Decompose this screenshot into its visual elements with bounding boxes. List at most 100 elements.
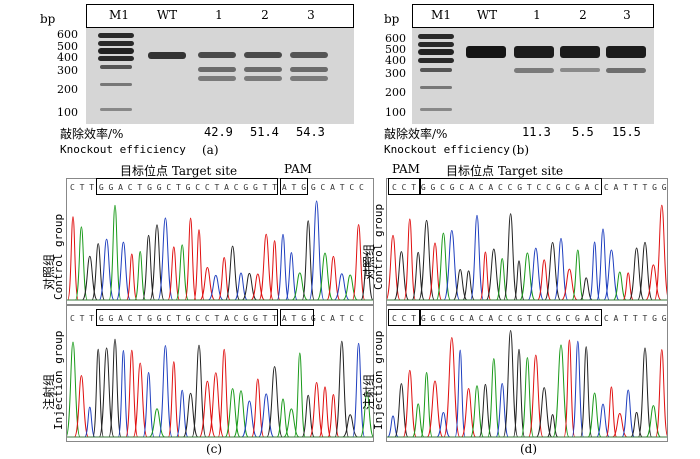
chromatogram-peak — [487, 358, 501, 438]
chromatogram-peak — [461, 387, 477, 438]
bp-label-a: bp — [40, 12, 56, 26]
injection-group-en-c: Injection group — [52, 330, 65, 430]
control-group-en-c: Control group — [52, 213, 65, 300]
chromatogram-peak — [308, 200, 325, 301]
chromatogram-peak — [596, 228, 610, 301]
chromatogram-peak — [512, 348, 526, 438]
chromatogram-peak — [387, 234, 401, 301]
chromatogram-peak — [403, 218, 417, 301]
lane-header-a: M1 WT 1 2 3 — [86, 4, 354, 28]
chromatogram-peak — [258, 393, 275, 438]
injection-group-en-d: Injection group — [372, 330, 385, 430]
marker-label: 500 — [385, 43, 406, 56]
lane-label: 1 — [215, 8, 223, 22]
efficiency-label-en-a: Knockout efficiency — [60, 143, 186, 156]
efficiency-value: 5.5 — [572, 125, 594, 139]
chromatogram-peak — [536, 387, 553, 438]
chromatogram-peak — [563, 339, 576, 438]
chromatogram-peak — [285, 252, 298, 301]
chromatogram-peak — [393, 251, 410, 301]
efficiency-label-cn-b: 敲除效率/% — [384, 127, 448, 141]
chromatogram-peak — [587, 392, 602, 438]
target-box — [96, 178, 278, 195]
marker-label: 400 — [385, 54, 406, 67]
chromatogram-peak — [387, 415, 399, 438]
chromatogram-peak — [359, 391, 373, 438]
chromatogram-peak — [126, 253, 138, 301]
chromatogram-peak — [301, 394, 315, 438]
chromatogram-peak — [637, 347, 653, 438]
chromatogram-peak — [528, 354, 544, 438]
chromatogram-peak — [318, 386, 332, 438]
chromatogram-peak — [503, 213, 518, 301]
pam-box — [388, 309, 420, 326]
target-box — [420, 309, 602, 326]
chromatogram-peak — [92, 348, 105, 438]
chromatogram-peak — [342, 274, 358, 301]
chromatogram-peak — [291, 272, 308, 301]
chromatogram-peak — [293, 352, 306, 438]
gel-image-a — [86, 28, 354, 124]
chromatogram-peak — [108, 204, 122, 301]
chromatogram-peak — [596, 403, 610, 438]
chromatogram-peak — [217, 256, 231, 301]
chromatogram-peak — [91, 243, 106, 301]
chromatogram-peak — [258, 233, 274, 301]
chromatogram-peak — [402, 369, 417, 438]
lane-label: 2 — [261, 8, 269, 22]
chromatogram-peak — [454, 349, 466, 438]
chromatogram-peak — [470, 385, 484, 438]
chromatogram-control-c — [66, 178, 374, 305]
caption-c: (c) — [206, 442, 223, 456]
chromatogram-peak — [234, 272, 248, 301]
chromatogram-peak — [250, 273, 265, 301]
chromatogram-peak — [546, 414, 559, 438]
pam-label-d: PAM — [392, 162, 420, 176]
lane-label: 1 — [533, 8, 541, 22]
chromatogram-peak — [198, 380, 216, 438]
marker-label: 400 — [57, 51, 78, 64]
efficiency-label-cn-a: 敲除效率/% — [60, 127, 124, 141]
pam-box — [280, 309, 314, 326]
marker-label: 300 — [385, 67, 406, 80]
chromatogram-peak — [654, 204, 667, 301]
caption-b: (b) — [512, 143, 530, 157]
chromatogram-peak — [502, 330, 519, 438]
sequence-injection-d: C C T G G C G C A C A C C G T C C G C G … — [392, 314, 667, 323]
chromatogram-peak — [326, 255, 341, 301]
lane-label: WT — [476, 8, 498, 22]
chromatogram-peak — [394, 383, 409, 438]
chromatogram-peak — [276, 398, 290, 438]
efficiency-value: 15.5 — [612, 125, 641, 139]
lane-label: 3 — [623, 8, 631, 22]
chromatogram-peak — [142, 371, 155, 438]
chromatogram-peak — [527, 247, 545, 301]
chromatogram-peak — [67, 341, 81, 438]
chromatogram-peak — [327, 393, 340, 438]
chromatogram-peak — [309, 381, 324, 438]
marker-label: 300 — [57, 64, 78, 77]
caption-d: (d) — [520, 442, 538, 456]
lane-label: WT — [156, 8, 178, 22]
chromatogram-peak — [479, 251, 492, 301]
chromatogram-peak — [351, 224, 366, 301]
chromatogram-peak — [251, 378, 265, 438]
chromatogram-peak — [158, 345, 173, 438]
target-site-label-d: 目标位点 Target site — [446, 164, 564, 178]
chromatogram-peak — [191, 344, 207, 438]
chromatogram-peak — [655, 349, 667, 438]
marker-label: 100 — [385, 106, 406, 119]
chromatogram-peak — [175, 244, 189, 301]
chromatogram-peak — [115, 241, 131, 301]
sequence-control-c: C T T G G A C T G G C T G C C T A C G G … — [70, 183, 364, 192]
chromatogram-peak — [452, 269, 468, 301]
chromatogram-injection-c — [66, 305, 374, 442]
chromatogram-peak — [73, 374, 89, 438]
gel-image-b — [412, 28, 654, 124]
chromatogram-peak — [241, 272, 257, 301]
chromatogram-peak — [167, 246, 181, 301]
chromatogram-peak — [217, 348, 231, 438]
chromatogram-peak — [478, 383, 493, 438]
chromatogram-peak — [141, 234, 156, 301]
marker-label: 500 — [57, 40, 78, 53]
